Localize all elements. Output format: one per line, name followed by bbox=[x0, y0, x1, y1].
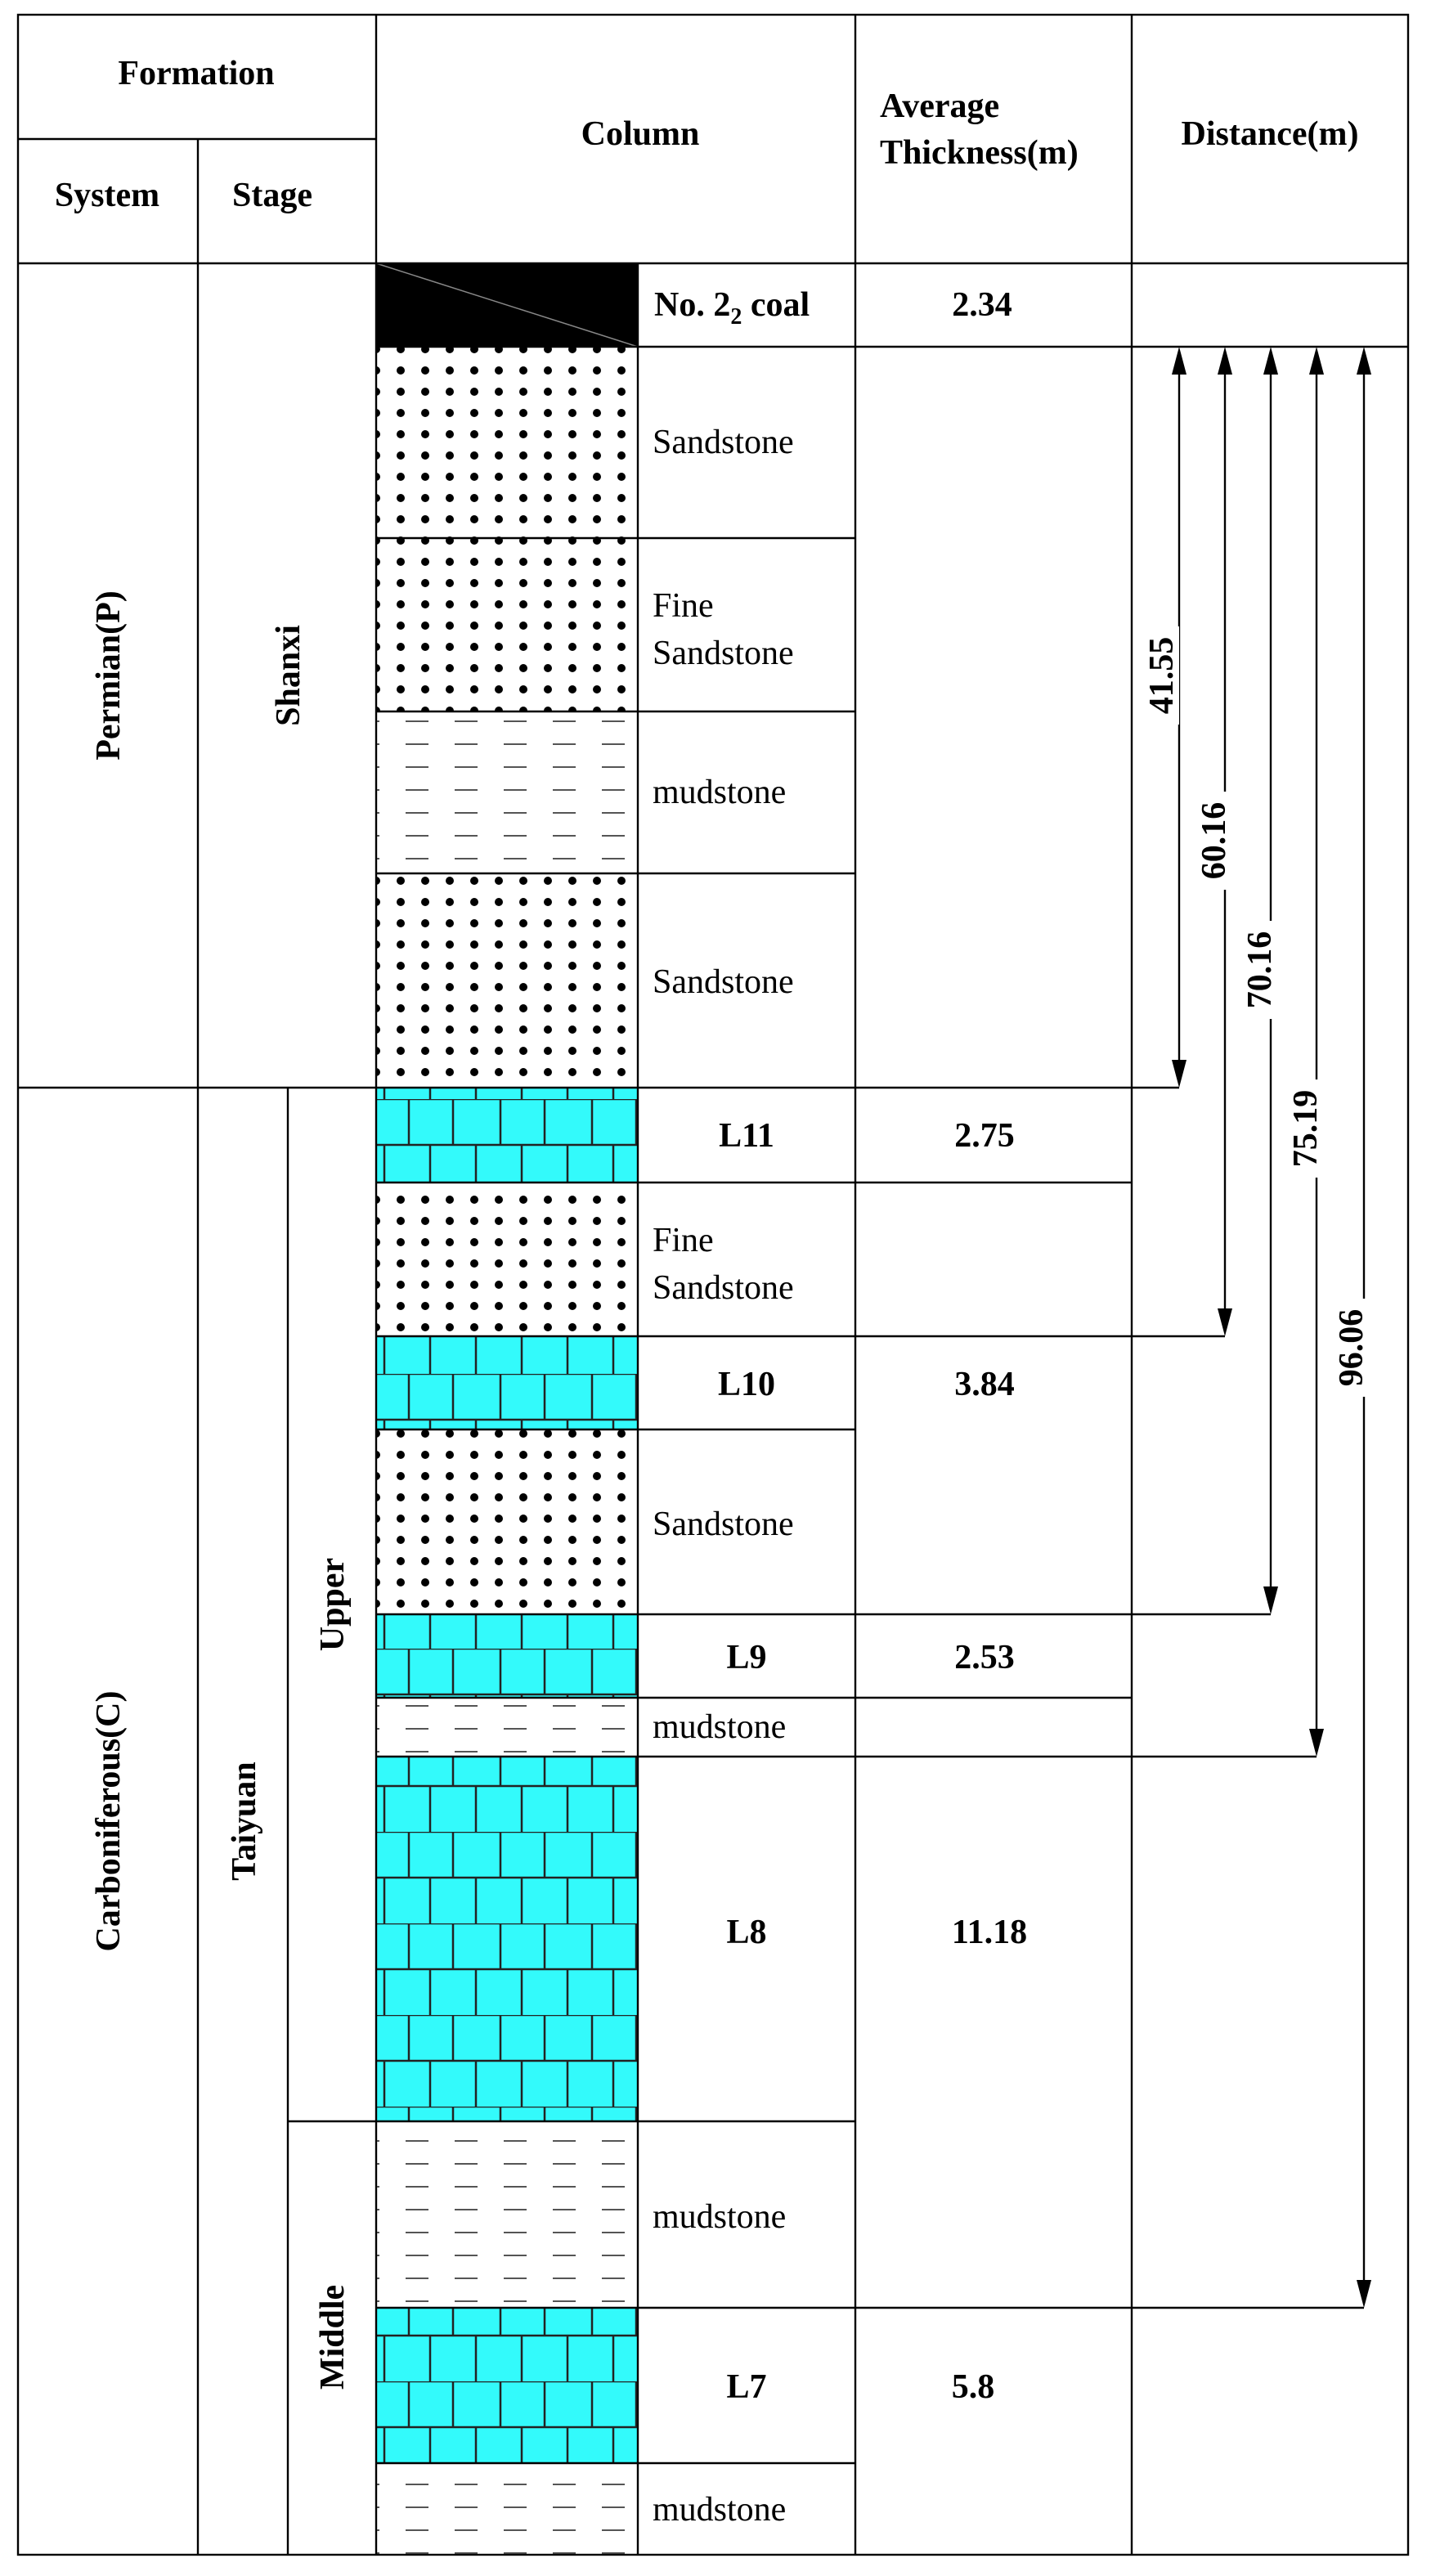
system-permian: Permian(P) bbox=[90, 590, 128, 761]
fine-sandstone-fill bbox=[376, 1183, 638, 1336]
layer-label: mudstone bbox=[653, 2491, 786, 2529]
average-thickness-header-line1: Average bbox=[880, 88, 999, 125]
average-thickness-header-line2: Thickness(m) bbox=[880, 134, 1079, 172]
distance-value: 75.19 bbox=[1287, 1079, 1325, 1178]
layer-label: L11 bbox=[719, 1117, 774, 1155]
limestone-l8-fill bbox=[376, 1757, 638, 2121]
layer-label: L10 bbox=[718, 1366, 775, 1403]
stage-shanxi: Shanxi bbox=[270, 625, 307, 726]
distance-value: 60.16 bbox=[1195, 792, 1233, 890]
svg-text:70.16: 70.16 bbox=[1241, 931, 1279, 1009]
stage-header: Stage bbox=[232, 177, 312, 214]
layer-label: L8 bbox=[726, 1914, 766, 1951]
layer-label: L7 bbox=[726, 2368, 766, 2406]
sandstone-fill bbox=[376, 873, 638, 1088]
substage-middle: Middle bbox=[314, 2285, 352, 2390]
layer-label: mudstone bbox=[653, 1708, 786, 1746]
mudstone-fill bbox=[376, 711, 638, 873]
thickness-value: 2.75 bbox=[954, 1117, 1015, 1155]
thickness-value: 2.53 bbox=[954, 1639, 1015, 1676]
layer-label: mudstone bbox=[653, 2198, 786, 2236]
svg-text:60.16: 60.16 bbox=[1195, 802, 1233, 880]
limestone-l9-fill bbox=[376, 1614, 638, 1698]
mudstone-fill bbox=[376, 1698, 638, 1757]
limestone-l10-fill bbox=[376, 1336, 638, 1429]
thickness-values: 2.34 2.75 3.84 2.53 11.18 5.8 bbox=[952, 286, 1027, 2406]
limestone-l7-fill bbox=[376, 2308, 638, 2463]
table-header: Formation System Stage Column Average Th… bbox=[55, 55, 1359, 214]
sandstone-fill bbox=[376, 1429, 638, 1614]
layer-label: L9 bbox=[726, 1639, 766, 1676]
fine-sandstone-fill bbox=[376, 538, 638, 711]
distance-arrow bbox=[1309, 347, 1324, 1757]
column-header: Column bbox=[581, 115, 700, 153]
system-header: System bbox=[55, 177, 159, 214]
lithology-column bbox=[375, 263, 639, 2555]
distance-value: 41.55 bbox=[1143, 626, 1181, 725]
svg-text:41.55: 41.55 bbox=[1143, 637, 1181, 715]
layer-label: Sandstone bbox=[653, 635, 794, 672]
distance-header: Distance(m) bbox=[1182, 115, 1359, 153]
mudstone-fill bbox=[376, 2121, 638, 2308]
sandstone-fill bbox=[376, 347, 638, 538]
layer-label: Sandstone bbox=[653, 424, 794, 461]
svg-text:75.19: 75.19 bbox=[1287, 1090, 1325, 1168]
layer-label: Sandstone bbox=[653, 1269, 794, 1307]
thickness-value: 5.8 bbox=[952, 2368, 995, 2406]
system-carboniferous: Carboniferous(C) bbox=[90, 1691, 128, 1952]
distance-value: 96.06 bbox=[1333, 1299, 1370, 1397]
thickness-value: 2.34 bbox=[952, 286, 1012, 324]
layer-label: Sandstone bbox=[653, 963, 794, 1001]
layer-label: mudstone bbox=[653, 774, 786, 811]
layer-labels: No. 22 coal Sandstone Fine Sandstone mud… bbox=[653, 286, 810, 2529]
layer-label: Sandstone bbox=[653, 1506, 794, 1543]
formation-header: Formation bbox=[118, 55, 274, 92]
layer-label: Fine bbox=[653, 587, 714, 625]
layer-label: No. 22 coal bbox=[654, 286, 810, 330]
limestone-l11-fill bbox=[376, 1088, 638, 1183]
distance-value: 70.16 bbox=[1241, 921, 1279, 1019]
distance-arrows: 41.55 60.16 70.16 75.19 96.06 bbox=[1143, 347, 1371, 2308]
substage-upper: Upper bbox=[314, 1558, 352, 1651]
thickness-value: 3.84 bbox=[954, 1366, 1015, 1403]
formation-columns: Permian(P) Carboniferous(C) Shanxi Taiyu… bbox=[90, 590, 352, 2390]
table-grid bbox=[16, 13, 1410, 2556]
mudstone-fill bbox=[376, 2463, 638, 2555]
layer-label: Fine bbox=[653, 1222, 714, 1259]
thickness-value: 11.18 bbox=[952, 1914, 1027, 1951]
stage-taiyuan: Taiyuan bbox=[226, 1761, 263, 1881]
svg-text:96.06: 96.06 bbox=[1333, 1309, 1370, 1387]
